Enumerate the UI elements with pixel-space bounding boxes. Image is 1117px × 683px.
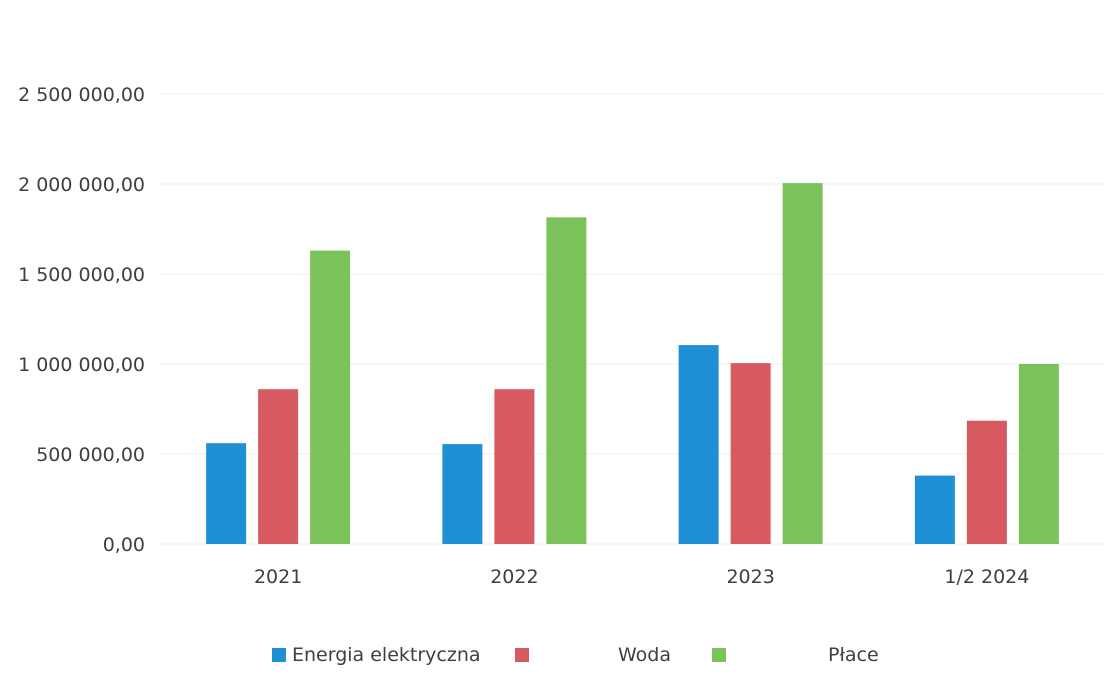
y-tick-label: 2 500 000,00	[18, 84, 145, 106]
legend-item-energia: Energia elektryczna	[272, 640, 481, 670]
bar-energia-elektryczna-2	[678, 345, 719, 544]
legend-label-energia: Energia elektryczna	[292, 644, 481, 666]
y-tick-label: 0,00	[103, 534, 145, 556]
bar-woda-1	[494, 389, 535, 544]
legend-label-place: Płace	[828, 644, 879, 666]
y-tick-label: 2 000 000,00	[18, 174, 145, 196]
legend-item-place-text: Płace	[828, 640, 879, 670]
legend-item-woda	[515, 640, 535, 670]
x-axis-category-labels: 2021 2022 2023 1/2 2024	[254, 566, 1029, 588]
legend: Energia elektryczna Woda Płace	[0, 640, 1117, 670]
y-tick-label: 500 000,00	[36, 444, 145, 466]
legend-item-woda-text: Woda	[618, 640, 671, 670]
bar-energia-elektryczna-3	[914, 475, 955, 544]
x-category-label: 1/2 2024	[944, 566, 1029, 588]
bar-p-ace-0	[310, 250, 351, 544]
bar-p-ace-3	[1018, 364, 1059, 544]
x-category-label: 2023	[726, 566, 774, 588]
y-tick-label: 1 000 000,00	[18, 354, 145, 376]
bar-energia-elektryczna-1	[442, 444, 483, 544]
legend-swatch-energia	[272, 648, 286, 662]
bar-p-ace-2	[782, 183, 823, 544]
bar-chart: 0,00 500 000,00 1 000 000,00 1 500 000,00 2 …	[18, 84, 1105, 588]
y-tick-label: 1 500 000,00	[18, 264, 145, 286]
legend-label-woda: Woda	[618, 644, 672, 666]
bar-p-ace-1	[546, 217, 587, 545]
legend-item-place	[712, 640, 732, 670]
legend-swatch-woda	[515, 648, 529, 662]
bars	[206, 183, 1059, 545]
bar-energia-elektryczna-0	[206, 443, 247, 544]
x-category-label: 2022	[490, 566, 538, 588]
legend-swatch-place	[712, 648, 726, 662]
bar-woda-2	[730, 363, 771, 544]
gridlines	[160, 93, 1105, 545]
y-axis-tick-labels: 0,00 500 000,00 1 000 000,00 1 500 000,00 2 …	[18, 84, 145, 556]
bar-woda-0	[258, 389, 299, 544]
bar-woda-3	[966, 420, 1007, 544]
x-category-label: 2021	[254, 566, 302, 588]
